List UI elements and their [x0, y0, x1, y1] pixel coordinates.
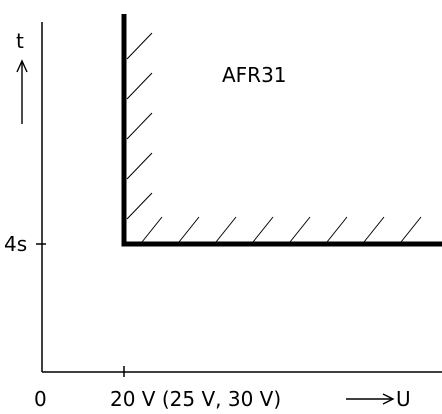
- x-tick-label-voltage: 20 V (25 V, 30 V): [110, 387, 281, 411]
- y-tick-label: 4s: [4, 232, 27, 256]
- trip-characteristic-curve: [121, 14, 442, 247]
- vertical-hatching: [126, 32, 153, 220]
- y-axis-arrow-head-icon: [16, 59, 28, 73]
- diagram-title: AFR31: [222, 63, 287, 87]
- y-axis-symbol: t: [16, 29, 24, 53]
- horizontal-hatching: [141, 216, 422, 243]
- x-tick-label-origin: 0: [34, 387, 47, 411]
- x-axis-symbol: U: [396, 387, 411, 411]
- x-axis-arrow-head-icon: [382, 393, 395, 405]
